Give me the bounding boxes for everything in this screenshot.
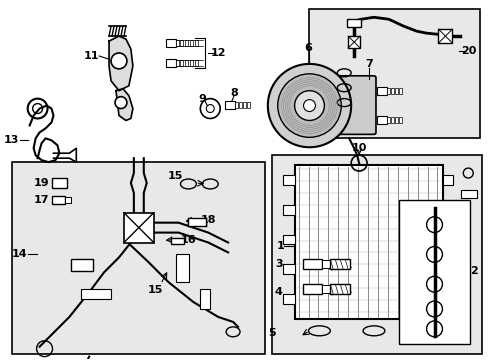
Bar bbox=[271, 155, 481, 354]
Text: 15: 15 bbox=[167, 171, 183, 181]
Bar bbox=[390, 88, 393, 94]
Text: 17: 17 bbox=[34, 195, 49, 205]
Bar bbox=[180, 60, 183, 66]
Bar bbox=[282, 175, 294, 185]
Circle shape bbox=[294, 91, 324, 121]
Bar bbox=[282, 235, 294, 244]
Text: 16: 16 bbox=[180, 234, 196, 244]
Text: 13: 13 bbox=[4, 135, 20, 145]
Bar bbox=[398, 200, 469, 344]
Bar bbox=[386, 88, 389, 94]
Bar bbox=[175, 40, 178, 46]
Bar bbox=[65, 197, 71, 203]
Text: 18: 18 bbox=[200, 215, 216, 225]
FancyBboxPatch shape bbox=[326, 76, 375, 134]
Bar bbox=[12, 162, 264, 354]
Bar bbox=[443, 205, 452, 215]
Text: 7: 7 bbox=[365, 59, 372, 69]
Text: 15: 15 bbox=[148, 285, 163, 295]
Bar bbox=[438, 29, 451, 43]
Text: 11: 11 bbox=[83, 51, 99, 61]
Bar bbox=[386, 117, 389, 123]
Bar bbox=[195, 40, 198, 46]
Bar bbox=[235, 102, 238, 108]
Bar bbox=[165, 59, 175, 67]
Bar bbox=[398, 117, 401, 123]
Bar bbox=[165, 39, 175, 47]
Bar bbox=[302, 260, 322, 269]
Bar bbox=[322, 260, 330, 268]
Circle shape bbox=[267, 64, 350, 147]
Circle shape bbox=[111, 53, 127, 69]
Bar bbox=[322, 285, 330, 293]
Text: 9: 9 bbox=[198, 94, 206, 104]
Bar bbox=[443, 175, 452, 185]
Bar bbox=[71, 260, 93, 271]
Polygon shape bbox=[116, 89, 133, 121]
Bar bbox=[200, 289, 210, 309]
Bar bbox=[185, 40, 188, 46]
Bar bbox=[190, 40, 193, 46]
Bar bbox=[376, 117, 386, 125]
Bar bbox=[443, 294, 452, 304]
Bar bbox=[394, 88, 397, 94]
Circle shape bbox=[115, 96, 127, 109]
Bar bbox=[346, 19, 360, 27]
Text: 10: 10 bbox=[351, 143, 366, 153]
Bar bbox=[175, 255, 189, 282]
Bar bbox=[188, 218, 206, 226]
Text: 21: 21 bbox=[307, 76, 323, 86]
Bar bbox=[294, 165, 443, 319]
Bar bbox=[443, 264, 452, 274]
Text: 21: 21 bbox=[307, 98, 323, 108]
Text: 6: 6 bbox=[304, 43, 312, 53]
Bar bbox=[330, 260, 349, 269]
Bar bbox=[81, 289, 111, 299]
Text: 2: 2 bbox=[469, 266, 477, 276]
Bar bbox=[394, 117, 397, 123]
Bar bbox=[224, 100, 235, 109]
Bar bbox=[175, 60, 178, 66]
Text: 3: 3 bbox=[274, 259, 282, 269]
Bar bbox=[243, 102, 245, 108]
Polygon shape bbox=[109, 36, 133, 91]
Bar bbox=[390, 117, 393, 123]
Bar bbox=[170, 238, 184, 243]
Bar bbox=[347, 36, 359, 48]
Text: 14: 14 bbox=[12, 249, 27, 260]
Bar bbox=[282, 205, 294, 215]
Bar bbox=[123, 213, 153, 243]
Bar bbox=[246, 102, 249, 108]
Text: 12: 12 bbox=[210, 48, 225, 58]
Bar bbox=[180, 40, 183, 46]
Bar bbox=[302, 284, 322, 294]
Bar bbox=[282, 264, 294, 274]
Bar bbox=[443, 235, 452, 244]
Bar bbox=[330, 284, 349, 294]
Text: 1: 1 bbox=[276, 242, 284, 252]
Bar bbox=[195, 60, 198, 66]
Bar bbox=[376, 87, 386, 95]
Text: 8: 8 bbox=[230, 88, 238, 98]
Bar bbox=[51, 196, 65, 204]
Text: 5: 5 bbox=[267, 328, 275, 338]
Bar bbox=[239, 102, 242, 108]
Text: 19: 19 bbox=[34, 178, 49, 188]
Bar bbox=[190, 60, 193, 66]
Bar bbox=[398, 88, 401, 94]
Bar bbox=[460, 190, 476, 198]
Bar bbox=[51, 178, 67, 188]
Circle shape bbox=[277, 74, 341, 137]
Circle shape bbox=[303, 100, 315, 112]
Text: 20: 20 bbox=[461, 46, 476, 56]
Text: 4: 4 bbox=[274, 287, 282, 297]
Bar bbox=[282, 294, 294, 304]
Bar bbox=[185, 60, 188, 66]
Bar bbox=[309, 9, 479, 138]
